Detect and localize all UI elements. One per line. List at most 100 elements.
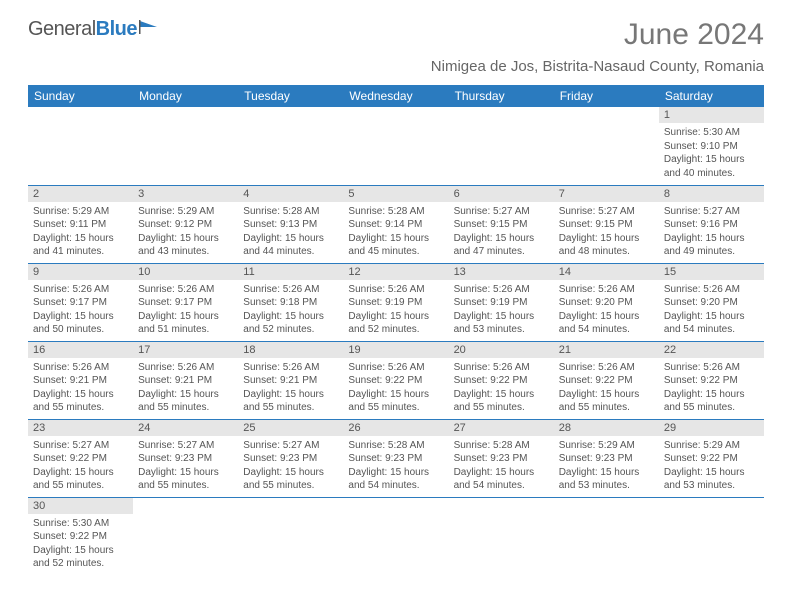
- day-cell: 23Sunrise: 5:27 AMSunset: 9:22 PMDayligh…: [28, 419, 133, 497]
- empty-cell: [449, 107, 554, 185]
- day-number: 13: [449, 264, 554, 280]
- day-number: 20: [449, 342, 554, 358]
- day-cell: 30Sunrise: 5:30 AMSunset: 9:22 PMDayligh…: [28, 497, 133, 575]
- weekday-header: Monday: [133, 85, 238, 107]
- day-cell: 17Sunrise: 5:26 AMSunset: 9:21 PMDayligh…: [133, 341, 238, 419]
- day-cell: 11Sunrise: 5:26 AMSunset: 9:18 PMDayligh…: [238, 263, 343, 341]
- day-cell: 4Sunrise: 5:28 AMSunset: 9:13 PMDaylight…: [238, 185, 343, 263]
- day-number: 29: [659, 420, 764, 436]
- title-block: June 2024 Nimigea de Jos, Bistrita-Nasau…: [431, 18, 764, 81]
- day-cell: 3Sunrise: 5:29 AMSunset: 9:12 PMDaylight…: [133, 185, 238, 263]
- day-details: Sunrise: 5:26 AMSunset: 9:17 PMDaylight:…: [133, 280, 238, 341]
- weekday-header: Sunday: [28, 85, 133, 107]
- day-number: 2: [28, 186, 133, 202]
- day-cell: 26Sunrise: 5:28 AMSunset: 9:23 PMDayligh…: [343, 419, 448, 497]
- day-number: 30: [28, 498, 133, 514]
- day-details: Sunrise: 5:26 AMSunset: 9:21 PMDaylight:…: [133, 358, 238, 419]
- day-cell: 21Sunrise: 5:26 AMSunset: 9:22 PMDayligh…: [554, 341, 659, 419]
- day-cell: 2Sunrise: 5:29 AMSunset: 9:11 PMDaylight…: [28, 185, 133, 263]
- day-number: 5: [343, 186, 448, 202]
- day-cell: 5Sunrise: 5:28 AMSunset: 9:14 PMDaylight…: [343, 185, 448, 263]
- day-details: Sunrise: 5:26 AMSunset: 9:19 PMDaylight:…: [449, 280, 554, 341]
- calendar-week-row: 30Sunrise: 5:30 AMSunset: 9:22 PMDayligh…: [28, 497, 764, 575]
- day-cell: 10Sunrise: 5:26 AMSunset: 9:17 PMDayligh…: [133, 263, 238, 341]
- day-details: Sunrise: 5:26 AMSunset: 9:21 PMDaylight:…: [238, 358, 343, 419]
- day-details: Sunrise: 5:29 AMSunset: 9:22 PMDaylight:…: [659, 436, 764, 497]
- day-details: Sunrise: 5:26 AMSunset: 9:20 PMDaylight:…: [554, 280, 659, 341]
- weekday-header: Wednesday: [343, 85, 448, 107]
- day-cell: 27Sunrise: 5:28 AMSunset: 9:23 PMDayligh…: [449, 419, 554, 497]
- logo-text-a: General: [28, 18, 96, 41]
- location-text: Nimigea de Jos, Bistrita-Nasaud County, …: [431, 58, 764, 75]
- day-details: Sunrise: 5:26 AMSunset: 9:22 PMDaylight:…: [659, 358, 764, 419]
- day-details: Sunrise: 5:26 AMSunset: 9:18 PMDaylight:…: [238, 280, 343, 341]
- day-number: 1: [659, 107, 764, 123]
- day-number: 7: [554, 186, 659, 202]
- day-number: 19: [343, 342, 448, 358]
- weekday-header: Tuesday: [238, 85, 343, 107]
- day-number: 12: [343, 264, 448, 280]
- day-number: 14: [554, 264, 659, 280]
- day-cell: 25Sunrise: 5:27 AMSunset: 9:23 PMDayligh…: [238, 419, 343, 497]
- day-number: 17: [133, 342, 238, 358]
- logo-flag-icon: [139, 19, 159, 35]
- calendar-table: SundayMondayTuesdayWednesdayThursdayFrid…: [28, 85, 764, 575]
- day-number: 11: [238, 264, 343, 280]
- page-title: June 2024: [431, 18, 764, 52]
- day-details: Sunrise: 5:27 AMSunset: 9:15 PMDaylight:…: [554, 202, 659, 263]
- day-cell: 8Sunrise: 5:27 AMSunset: 9:16 PMDaylight…: [659, 185, 764, 263]
- day-cell: 22Sunrise: 5:26 AMSunset: 9:22 PMDayligh…: [659, 341, 764, 419]
- logo: GeneralBlue: [28, 18, 159, 41]
- day-number: 8: [659, 186, 764, 202]
- day-cell: 7Sunrise: 5:27 AMSunset: 9:15 PMDaylight…: [554, 185, 659, 263]
- day-details: Sunrise: 5:28 AMSunset: 9:13 PMDaylight:…: [238, 202, 343, 263]
- empty-cell: [238, 107, 343, 185]
- day-details: Sunrise: 5:26 AMSunset: 9:21 PMDaylight:…: [28, 358, 133, 419]
- day-cell: 9Sunrise: 5:26 AMSunset: 9:17 PMDaylight…: [28, 263, 133, 341]
- weekday-header: Saturday: [659, 85, 764, 107]
- calendar-week-row: 9Sunrise: 5:26 AMSunset: 9:17 PMDaylight…: [28, 263, 764, 341]
- day-details: Sunrise: 5:27 AMSunset: 9:23 PMDaylight:…: [133, 436, 238, 497]
- day-cell: 6Sunrise: 5:27 AMSunset: 9:15 PMDaylight…: [449, 185, 554, 263]
- empty-cell: [133, 107, 238, 185]
- calendar-week-row: 23Sunrise: 5:27 AMSunset: 9:22 PMDayligh…: [28, 419, 764, 497]
- calendar-week-row: 1Sunrise: 5:30 AMSunset: 9:10 PMDaylight…: [28, 107, 764, 185]
- day-cell: 16Sunrise: 5:26 AMSunset: 9:21 PMDayligh…: [28, 341, 133, 419]
- day-details: Sunrise: 5:28 AMSunset: 9:23 PMDaylight:…: [449, 436, 554, 497]
- header: GeneralBlue June 2024 Nimigea de Jos, Bi…: [28, 18, 764, 81]
- empty-cell: [554, 107, 659, 185]
- day-number: 26: [343, 420, 448, 436]
- day-number: 24: [133, 420, 238, 436]
- empty-cell: [28, 107, 133, 185]
- day-number: 23: [28, 420, 133, 436]
- day-number: 16: [28, 342, 133, 358]
- day-cell: 12Sunrise: 5:26 AMSunset: 9:19 PMDayligh…: [343, 263, 448, 341]
- day-number: 22: [659, 342, 764, 358]
- day-number: 10: [133, 264, 238, 280]
- day-cell: 18Sunrise: 5:26 AMSunset: 9:21 PMDayligh…: [238, 341, 343, 419]
- empty-cell: [133, 497, 238, 575]
- day-details: Sunrise: 5:28 AMSunset: 9:14 PMDaylight:…: [343, 202, 448, 263]
- weekday-header: Thursday: [449, 85, 554, 107]
- day-number: 21: [554, 342, 659, 358]
- day-details: Sunrise: 5:27 AMSunset: 9:16 PMDaylight:…: [659, 202, 764, 263]
- day-details: Sunrise: 5:29 AMSunset: 9:11 PMDaylight:…: [28, 202, 133, 263]
- day-cell: 13Sunrise: 5:26 AMSunset: 9:19 PMDayligh…: [449, 263, 554, 341]
- empty-cell: [343, 497, 448, 575]
- day-details: Sunrise: 5:26 AMSunset: 9:20 PMDaylight:…: [659, 280, 764, 341]
- empty-cell: [343, 107, 448, 185]
- day-details: Sunrise: 5:30 AMSunset: 9:22 PMDaylight:…: [28, 514, 133, 575]
- day-cell: 20Sunrise: 5:26 AMSunset: 9:22 PMDayligh…: [449, 341, 554, 419]
- empty-cell: [449, 497, 554, 575]
- day-cell: 1Sunrise: 5:30 AMSunset: 9:10 PMDaylight…: [659, 107, 764, 185]
- day-cell: 24Sunrise: 5:27 AMSunset: 9:23 PMDayligh…: [133, 419, 238, 497]
- day-details: Sunrise: 5:26 AMSunset: 9:19 PMDaylight:…: [343, 280, 448, 341]
- day-details: Sunrise: 5:27 AMSunset: 9:22 PMDaylight:…: [28, 436, 133, 497]
- logo-text-b: Blue: [96, 18, 137, 41]
- day-details: Sunrise: 5:28 AMSunset: 9:23 PMDaylight:…: [343, 436, 448, 497]
- day-number: 25: [238, 420, 343, 436]
- day-cell: 14Sunrise: 5:26 AMSunset: 9:20 PMDayligh…: [554, 263, 659, 341]
- weekday-header-row: SundayMondayTuesdayWednesdayThursdayFrid…: [28, 85, 764, 107]
- day-details: Sunrise: 5:29 AMSunset: 9:23 PMDaylight:…: [554, 436, 659, 497]
- day-number: 28: [554, 420, 659, 436]
